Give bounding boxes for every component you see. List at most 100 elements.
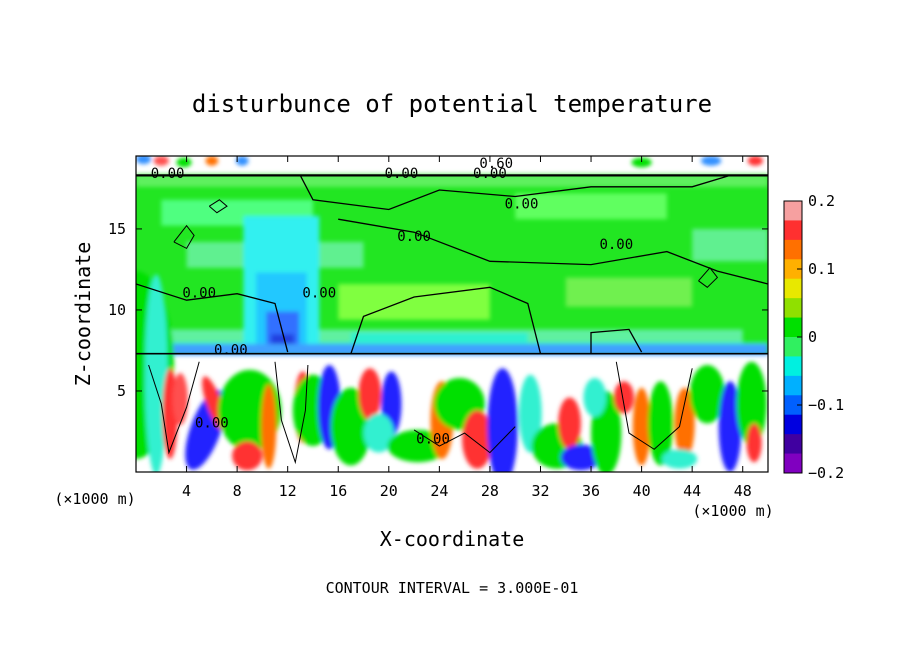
- colorbar-tick-label: −0.1: [808, 396, 844, 414]
- turbulent-blob: [613, 381, 635, 414]
- top-blob: [701, 156, 722, 166]
- turbulent-blob: [363, 413, 394, 453]
- top-blob: [153, 156, 169, 166]
- x-tick-label: 40: [633, 482, 651, 500]
- x-tick-label: 32: [531, 482, 549, 500]
- contour-lower-c: [413, 426, 516, 454]
- x-tick-label: 4: [182, 482, 191, 500]
- turbulent-blob: [358, 368, 382, 421]
- soft-patch: [565, 277, 693, 307]
- colorbar-swatch: [784, 278, 802, 299]
- colorbar-tick-label: −0.2: [808, 464, 844, 482]
- contour-lines: [136, 174, 768, 465]
- colorbar-swatch: [784, 395, 802, 416]
- turbulent-blob: [736, 361, 767, 447]
- turbulent-blob: [462, 410, 493, 469]
- x-unit-right: (×1000 m): [692, 502, 773, 520]
- chart-title: disturbunce of potential temperature: [192, 90, 712, 118]
- top-blob: [631, 157, 652, 168]
- contour-label: 0.00: [473, 166, 507, 182]
- x-tick-label: 8: [233, 482, 242, 500]
- turbulent-blob: [518, 374, 542, 453]
- contour-label: 0.00: [599, 237, 633, 253]
- contour-zero-left: [136, 283, 289, 353]
- x-tick-label: 28: [481, 482, 499, 500]
- y-tick-label: 10: [108, 301, 126, 319]
- turbulent-blob: [746, 423, 762, 463]
- colorbar-tick-label: 0.2: [808, 192, 835, 210]
- x-tick-label: 24: [430, 482, 448, 500]
- contour-label: 0.00: [151, 166, 185, 182]
- soft-patches: [136, 156, 768, 472]
- turbulent-blob: [647, 381, 674, 466]
- contour-island-c: [208, 199, 228, 214]
- contour-island-b: [698, 267, 719, 288]
- colorbar: 0.2 0.1 0 −0.1 −0.2: [783, 192, 844, 482]
- colorbar-tick-label: 0: [808, 328, 817, 346]
- x-tick-label: 12: [279, 482, 297, 500]
- turbulent-blob: [172, 373, 188, 426]
- turbulent-blob: [661, 449, 698, 469]
- x-axis-label: X-coordinate: [380, 527, 525, 551]
- contour-label: 0.00: [397, 229, 431, 245]
- top-blob: [235, 156, 249, 166]
- x-tick-label: 16: [329, 482, 347, 500]
- contour-label: 0.00: [416, 432, 450, 448]
- soft-patch: [692, 228, 768, 262]
- x-tick-label: 48: [734, 482, 752, 500]
- colorbar-swatch: [784, 434, 802, 455]
- x-tick-label: 44: [683, 482, 701, 500]
- colorbar-swatch: [784, 356, 802, 377]
- x-unit-left: (×1000 m): [54, 490, 135, 508]
- turbulent-blob: [144, 274, 168, 472]
- turbulent-blob: [487, 368, 518, 472]
- turbulent-blob: [261, 384, 277, 469]
- contour-zero-small: [590, 328, 643, 354]
- turbulent-blob: [558, 397, 581, 450]
- top-blob: [747, 156, 763, 166]
- contour-lower-a: [148, 361, 200, 455]
- y-axis-label: Z-coordinate: [71, 242, 95, 387]
- soft-patch: [338, 284, 490, 320]
- plot-frame: [135, 155, 769, 473]
- contour-label-group: 0.00 0.00 0.00 0.00 0.00 0.00 0.00 0.00 0.00 0.00…: [151, 156, 633, 448]
- colorbar-tick-label: 0.1: [808, 260, 835, 278]
- y-tick-label: 5: [117, 382, 126, 400]
- soft-patch: [136, 173, 768, 187]
- y-tick-label: 15: [108, 220, 126, 238]
- turbulent-blob: [718, 381, 742, 472]
- colorbar-swatch: [784, 337, 802, 357]
- contour-lower-b: [274, 361, 309, 465]
- blue-band: [136, 343, 768, 356]
- turbulent-blob: [632, 387, 651, 466]
- contour-label: 0.00: [182, 286, 216, 302]
- contour-label: 0.00: [302, 286, 336, 302]
- colorbar-swatch: [784, 259, 802, 280]
- turbulent-blob: [689, 365, 726, 424]
- contour-label: 0.60: [479, 156, 513, 172]
- contour-zero-mid: [338, 218, 768, 285]
- contour-label: 0.00: [505, 197, 539, 213]
- colorbar-swatch: [784, 317, 802, 338]
- turbulent-blob: [232, 441, 263, 471]
- colorbar-swatch: [784, 414, 802, 435]
- contour-lower-d: [615, 361, 693, 450]
- contour-interval-note: CONTOUR INTERVAL = 3.000E-01: [326, 579, 579, 597]
- top-blob: [136, 156, 152, 165]
- contour-label: 0.00: [385, 166, 419, 182]
- soft-patch: [515, 193, 667, 220]
- contour-zero-box: [350, 286, 542, 354]
- turbulent-blob: [583, 378, 607, 417]
- colorbar-swatch: [784, 239, 802, 260]
- colorbar-swatch: [784, 375, 802, 396]
- top-blob: [205, 156, 219, 166]
- colorbar-swatch: [784, 453, 802, 474]
- contour-label: 0.00: [195, 415, 229, 431]
- top-blob: [176, 157, 192, 168]
- top-layer: [136, 156, 768, 176]
- turbulent-blob: [560, 444, 602, 471]
- contour-label: 0.00: [214, 342, 248, 358]
- x-tick-label: 36: [582, 482, 600, 500]
- contour-zero-upper: [299, 174, 731, 211]
